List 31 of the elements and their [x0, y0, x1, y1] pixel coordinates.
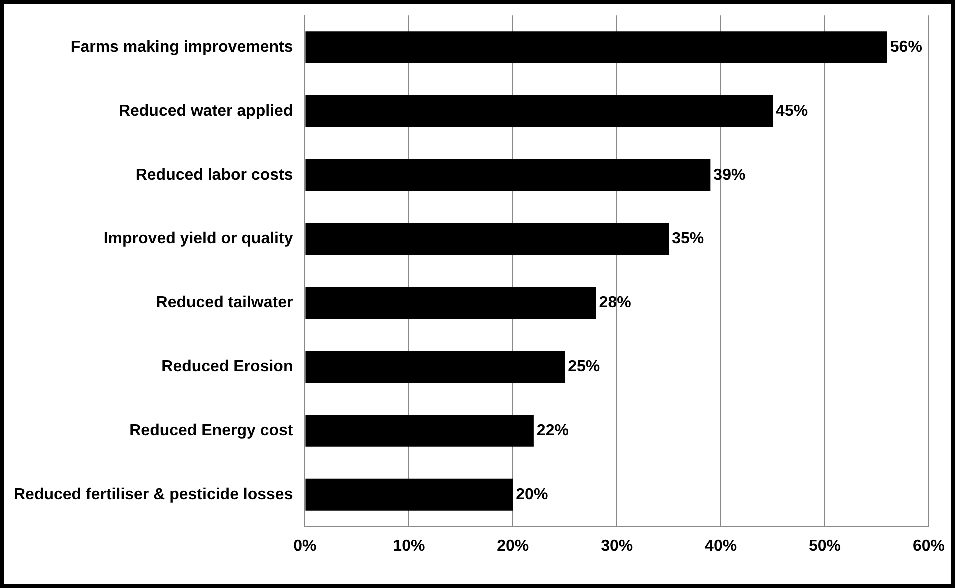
bar [306, 95, 774, 128]
bar [306, 351, 566, 384]
y-tick-label: Reduced Energy cost [130, 422, 294, 440]
bar [306, 32, 888, 64]
y-tick-label: Reduced fertiliser & pesticide losses [14, 486, 294, 504]
data-label: 28% [599, 294, 632, 312]
y-tick-label: Farms making improvements [70, 38, 294, 56]
bar [306, 478, 514, 511]
x-tick-label: 0% [294, 538, 317, 555]
x-tick-label: 60% [912, 538, 946, 555]
data-label: 39% [714, 166, 746, 184]
y-tick-label: Reduced tailwater [156, 294, 294, 312]
data-label: 22% [536, 422, 569, 440]
x-tick-label: 10% [393, 538, 426, 555]
x-tick-label: 40% [705, 538, 738, 555]
data-label: 45% [776, 102, 808, 120]
bar [306, 223, 670, 256]
y-tick-label: Reduced water applied [118, 102, 294, 120]
x-tick-label: 20% [497, 538, 530, 555]
y-tick-label: Improved yield or quality [104, 230, 294, 248]
bar [306, 414, 534, 447]
x-tick-label: 30% [601, 538, 634, 555]
bar [306, 159, 711, 192]
data-label: 20% [516, 486, 548, 504]
y-tick-label: Reduced Erosion [162, 358, 294, 376]
y-tick-label: Reduced labor costs [136, 166, 294, 184]
data-label: 25% [568, 358, 600, 376]
data-label: 35% [672, 230, 704, 248]
data-label: 56% [890, 38, 922, 56]
x-tick-label: 50% [809, 538, 842, 555]
bar [306, 287, 596, 320]
